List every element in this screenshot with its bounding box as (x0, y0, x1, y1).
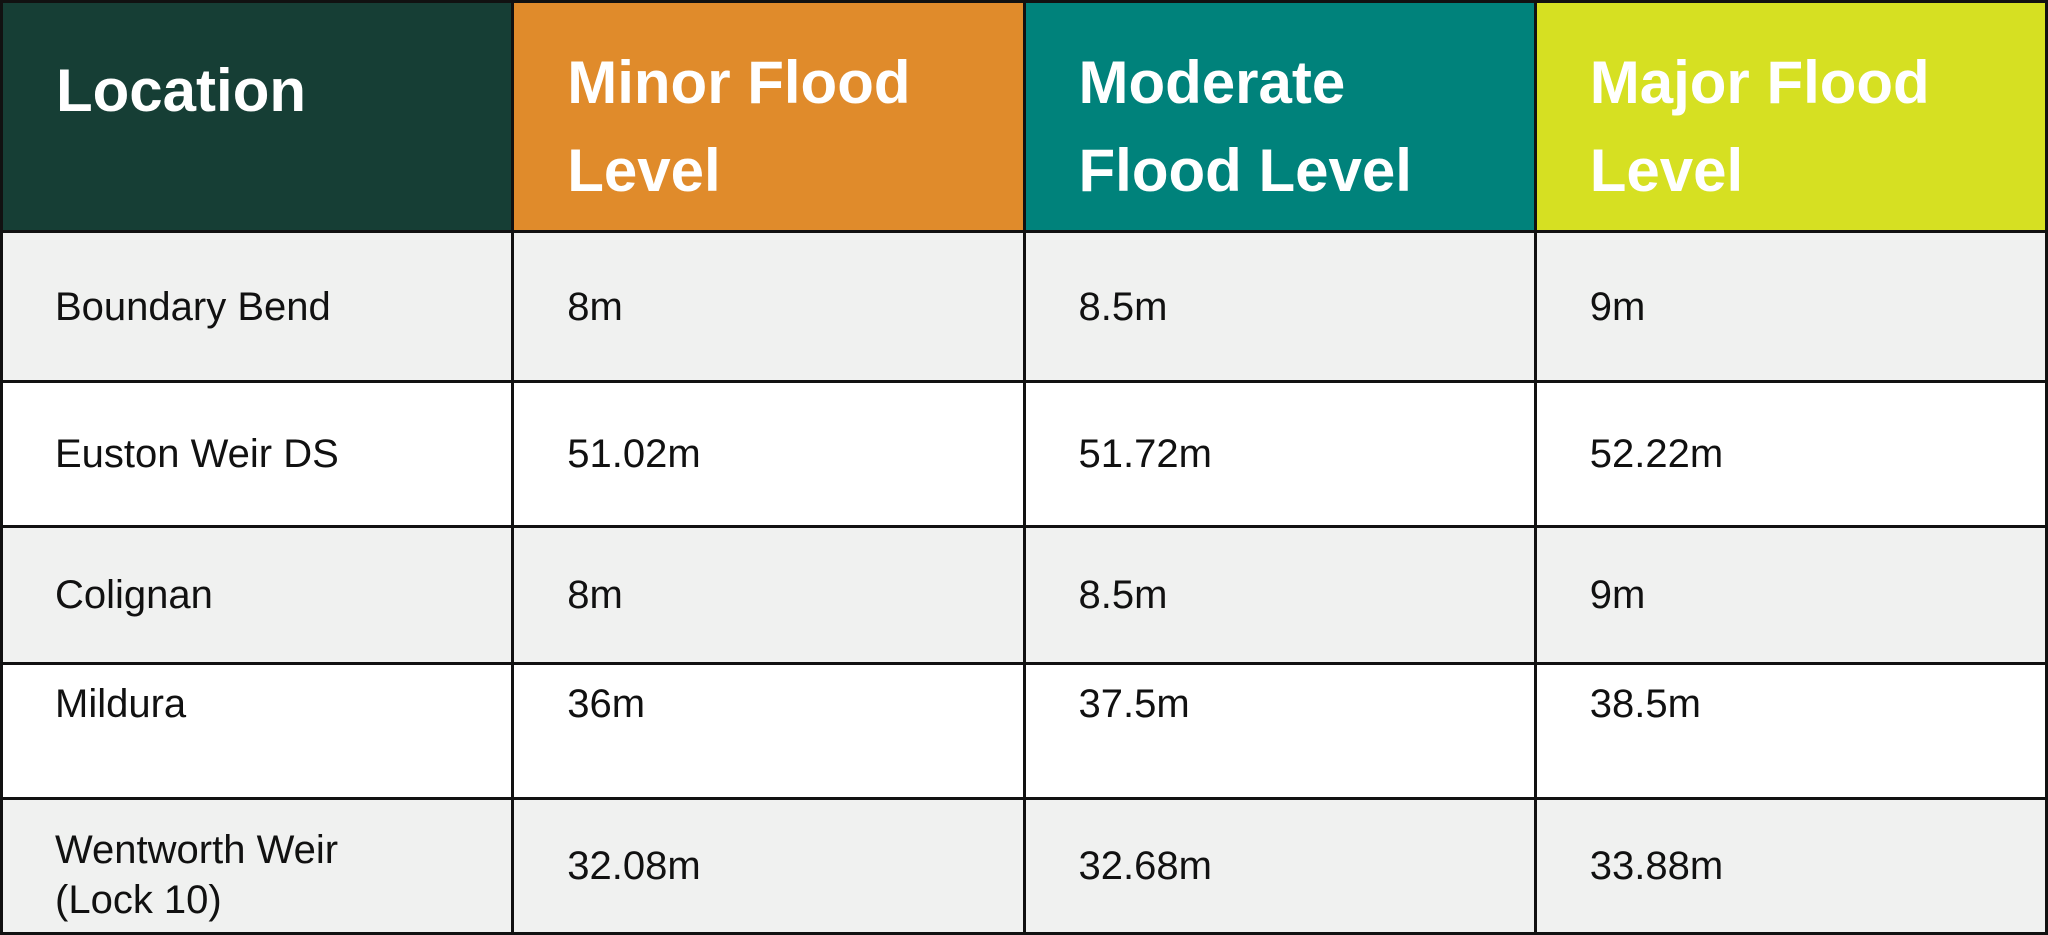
header-minor-line2: Level (567, 137, 721, 204)
cell-moderate: 32.68m (1022, 797, 1537, 935)
cell-major: 9m (1533, 525, 2048, 665)
header-location: Location (0, 0, 515, 233)
cell-major: 9m (1533, 230, 2048, 383)
cell-moderate: 8.5m (1022, 525, 1537, 665)
cell-minor: 36m (511, 662, 1026, 800)
header-major-flood-level: Major Flood Level (1533, 0, 2048, 233)
table-row: Colignan 8m 8.5m 9m (0, 525, 2048, 665)
table-body: Boundary Bend 8m 8.5m 9m Euston Weir DS … (0, 230, 2048, 935)
cell-moderate: 37.5m (1022, 662, 1537, 800)
cell-moderate: 51.72m (1022, 380, 1537, 528)
header-minor-line1: Minor Flood (567, 49, 911, 116)
header-location-label: Location (56, 57, 306, 124)
header-moderate-flood-level: Moderate Flood Level (1022, 0, 1537, 233)
cell-minor: 8m (511, 230, 1026, 383)
table-row: Mildura 36m 37.5m 38.5m (0, 662, 2048, 800)
table-row: Euston Weir DS 51.02m 51.72m 52.22m (0, 380, 2048, 528)
cell-location-line2: (Lock 10) (55, 878, 222, 922)
header-major-line1: Major Flood (1589, 49, 1930, 116)
cell-moderate: 8.5m (1022, 230, 1537, 383)
cell-location: Euston Weir DS (0, 380, 515, 528)
cell-location: Mildura (0, 662, 515, 800)
header-moderate-line1: Moderate (1078, 49, 1346, 116)
cell-minor: 51.02m (511, 380, 1026, 528)
header-moderate-line2: Flood Level (1078, 137, 1412, 204)
cell-location: Wentworth Weir (Lock 10) (0, 797, 515, 935)
header-minor-flood-level: Minor Flood Level (511, 0, 1026, 233)
table-row: Boundary Bend 8m 8.5m 9m (0, 230, 2048, 383)
header-major-line2: Level (1589, 137, 1744, 204)
table-header: Location Minor Flood Level Moderate Floo… (0, 0, 2048, 233)
cell-location: Boundary Bend (0, 230, 515, 383)
cell-minor: 32.08m (511, 797, 1026, 935)
cell-major: 52.22m (1533, 380, 2048, 528)
table-row: Wentworth Weir (Lock 10) 32.08m 32.68m 3… (0, 797, 2048, 935)
cell-major: 38.5m (1533, 662, 2048, 800)
cell-location: Colignan (0, 525, 515, 665)
cell-location-line1: Wentworth Weir (55, 828, 339, 872)
cell-minor: 8m (511, 525, 1026, 665)
header-row: Location Minor Flood Level Moderate Floo… (0, 0, 2048, 233)
cell-major: 33.88m (1533, 797, 2048, 935)
